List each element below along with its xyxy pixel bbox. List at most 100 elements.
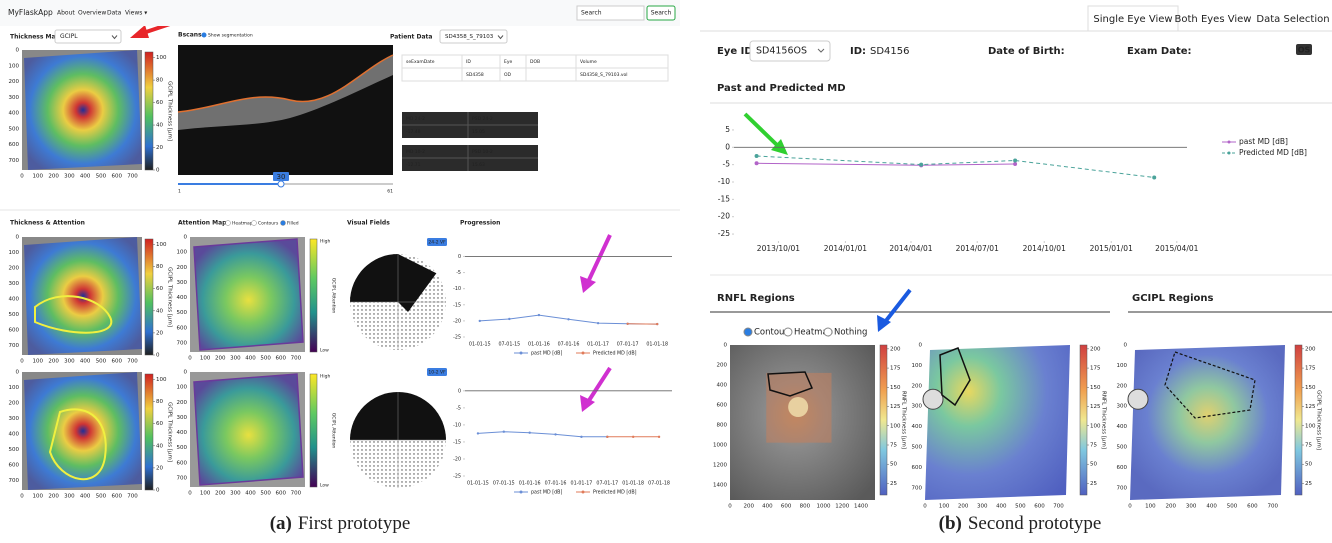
y-tick-label: -25: [453, 335, 461, 341]
slider-value: 30: [277, 173, 286, 181]
x-tick-label: 200: [743, 504, 754, 510]
section-title: Thickness Map: [10, 34, 61, 41]
section-title: Progression: [460, 220, 500, 227]
x-tick-label: 100: [33, 174, 44, 180]
y-tick-label: 1200: [713, 463, 727, 469]
y-tick-label: 200: [1117, 383, 1128, 389]
x-tick-label: 0: [20, 359, 24, 365]
tab[interactable]: Both Eyes View: [1175, 14, 1252, 25]
x-tick-label: 0: [728, 504, 732, 510]
section-title: Bscans: [178, 32, 202, 39]
y-tick-label: -5: [723, 160, 731, 169]
colorbar-tick-label: 0: [156, 168, 160, 174]
x-tick-label: 500: [260, 491, 271, 497]
tab[interactable]: Data Selection: [1256, 14, 1329, 25]
nav-link[interactable]: About: [57, 10, 75, 17]
legend-label: past MD [dB]: [531, 351, 562, 357]
colorbar-tick-label: 200: [1090, 346, 1101, 352]
y-tick-label: -25: [453, 474, 461, 480]
colorbar-tick-label: 50: [1090, 462, 1097, 468]
y-tick-label: 200: [177, 265, 188, 271]
nav-link[interactable]: Data: [107, 10, 122, 17]
x-tick-label: 0: [20, 174, 24, 180]
x-tick-label: 07-01-15: [493, 481, 515, 487]
slider-handle[interactable]: [278, 181, 284, 187]
colorbar-tick-label: 50: [890, 462, 897, 468]
y-tick-label: 700: [9, 343, 20, 349]
point: [755, 154, 759, 158]
colorbar: [1295, 345, 1302, 495]
y-tick-label: 1400: [713, 483, 727, 489]
radio[interactable]: [226, 221, 231, 226]
radio[interactable]: [252, 221, 257, 226]
legend-label: Predicted MD [dB]: [1239, 148, 1307, 157]
y-tick-label: 400: [9, 111, 20, 117]
table-header: Eye: [504, 59, 513, 65]
y-tick-label: 600: [717, 403, 728, 409]
y-tick-label: 0: [458, 388, 461, 394]
y-tick-label: 500: [9, 126, 20, 132]
y-tick-label: 100: [177, 250, 188, 256]
colorbar: [310, 374, 317, 487]
radio[interactable]: [281, 221, 286, 226]
x-tick-label: 600: [276, 491, 287, 497]
x-tick-label: 01-01-18: [646, 342, 668, 348]
table-cell: SD4358: [466, 72, 484, 78]
y-tick-label: 500: [1117, 444, 1128, 450]
radio[interactable]: [824, 328, 832, 336]
x-tick-label: 1000: [817, 504, 831, 510]
y-tick-label: 100: [177, 385, 188, 391]
y-tick-label: 400: [9, 432, 20, 438]
radio[interactable]: [784, 328, 792, 336]
colorbar-tick-label: 60: [156, 421, 163, 427]
x-tick-label: 500: [96, 359, 107, 365]
optic-disc: [1128, 389, 1148, 409]
x-tick-label: 400: [245, 356, 256, 362]
search-placeholder: Search: [581, 10, 602, 17]
x-tick-label: 800: [800, 504, 811, 510]
x-tick-label: 100: [200, 491, 211, 497]
x-tick-label: 01-01-17: [571, 481, 593, 487]
colorbar-label: GCIPL Thickness [μm]: [1316, 390, 1322, 450]
x-tick-label: 600: [111, 494, 122, 500]
y-tick-label: 200: [9, 266, 20, 272]
x-tick-label: 700: [291, 491, 302, 497]
x-tick-label: 2013/10/01: [757, 244, 800, 253]
colorbar-tick-label: 150: [1305, 385, 1316, 391]
x-tick-label: 0: [188, 356, 192, 362]
x-tick-label: 200: [958, 504, 969, 510]
y-tick-label: 300: [9, 416, 20, 422]
colorbar-label: RNFL Thickness [μm]: [901, 391, 907, 449]
point: [1013, 162, 1017, 166]
y-tick-label: 0: [16, 370, 20, 376]
legend-label: Predicted MD [dB]: [593, 351, 637, 357]
y-tick-label: -10: [718, 177, 730, 186]
checkbox[interactable]: [202, 33, 207, 38]
nav-link[interactable]: Views ▾: [125, 10, 147, 17]
caption: (b)Second prototype: [939, 513, 1102, 534]
colorbar-tick-label: 125: [890, 404, 901, 410]
table-cell: SD4358_S_79103.vol: [580, 72, 628, 78]
x-tick-label: 2015/01/01: [1090, 244, 1133, 253]
x-tick-label: 100: [33, 494, 44, 500]
image: [730, 345, 875, 500]
nav-link[interactable]: Overview: [78, 10, 106, 17]
tab[interactable]: Single Eye View: [1093, 14, 1172, 25]
y-tick-label: 400: [717, 383, 728, 389]
colorbar-high: High: [320, 239, 330, 245]
md-header: PSD 24-2: [472, 116, 493, 122]
point: [606, 436, 608, 438]
x-tick-label: 500: [96, 174, 107, 180]
image: [22, 372, 142, 490]
point: [597, 322, 599, 324]
radio[interactable]: [744, 328, 752, 336]
image: [923, 345, 1070, 500]
x-tick-label: 2014/10/01: [1023, 244, 1066, 253]
select-value: GCIPL: [60, 33, 78, 40]
caption-text: First prototype: [298, 513, 410, 534]
x-tick-label: 500: [1227, 504, 1238, 510]
x-tick-label: 01-01-16: [519, 481, 541, 487]
colorbar-label: GCIPL Thickness [μm]: [167, 81, 173, 141]
x-tick-label: 400: [1206, 504, 1217, 510]
field-label: Exam Date:: [1127, 46, 1192, 57]
